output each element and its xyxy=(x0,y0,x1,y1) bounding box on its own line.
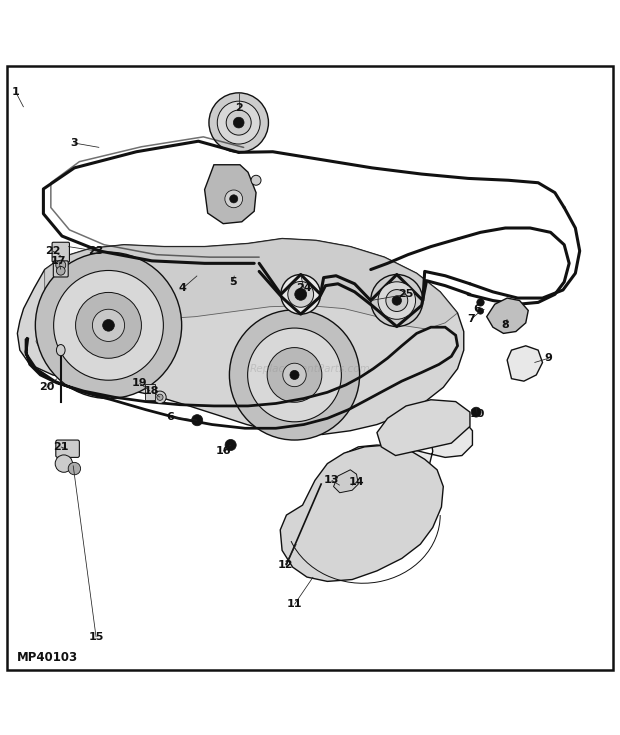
Circle shape xyxy=(157,394,163,401)
Text: 14: 14 xyxy=(348,477,365,487)
Circle shape xyxy=(386,290,408,312)
Circle shape xyxy=(288,282,314,307)
Text: 22: 22 xyxy=(45,246,61,256)
Circle shape xyxy=(477,308,484,314)
Polygon shape xyxy=(334,470,358,492)
Polygon shape xyxy=(280,445,443,581)
Text: 6: 6 xyxy=(474,304,481,314)
Circle shape xyxy=(283,363,306,387)
Text: 20: 20 xyxy=(39,382,54,392)
Text: 12: 12 xyxy=(278,559,293,570)
Text: 24: 24 xyxy=(296,283,312,293)
Circle shape xyxy=(229,195,238,203)
Text: 19: 19 xyxy=(131,378,148,388)
Polygon shape xyxy=(205,165,256,223)
Circle shape xyxy=(217,101,260,144)
Circle shape xyxy=(371,274,423,326)
Circle shape xyxy=(229,310,360,440)
Circle shape xyxy=(56,260,66,270)
Circle shape xyxy=(392,296,402,305)
Circle shape xyxy=(225,440,236,451)
Text: 10: 10 xyxy=(470,409,485,419)
Circle shape xyxy=(220,185,247,212)
Text: 11: 11 xyxy=(286,599,303,609)
Text: ReplacementParts.com: ReplacementParts.com xyxy=(250,364,370,373)
FancyBboxPatch shape xyxy=(52,243,69,262)
Circle shape xyxy=(281,274,321,314)
Circle shape xyxy=(251,176,261,185)
Circle shape xyxy=(378,282,415,319)
Text: MP40103: MP40103 xyxy=(17,651,79,664)
Text: 6: 6 xyxy=(167,412,174,422)
Text: 3: 3 xyxy=(71,138,78,148)
Polygon shape xyxy=(145,384,155,401)
Text: 9: 9 xyxy=(545,354,552,363)
Circle shape xyxy=(68,462,81,475)
Circle shape xyxy=(56,267,65,275)
Circle shape xyxy=(477,298,484,306)
Circle shape xyxy=(76,293,141,358)
Circle shape xyxy=(55,455,73,473)
Circle shape xyxy=(103,320,114,331)
Text: 4: 4 xyxy=(179,283,187,293)
Circle shape xyxy=(471,407,481,417)
Ellipse shape xyxy=(56,345,65,356)
Circle shape xyxy=(35,252,182,398)
Circle shape xyxy=(294,288,307,301)
Text: 8: 8 xyxy=(502,320,509,330)
Text: 2: 2 xyxy=(235,104,242,113)
Text: 13: 13 xyxy=(324,476,339,485)
Circle shape xyxy=(154,391,166,404)
Polygon shape xyxy=(377,400,470,456)
Text: 23: 23 xyxy=(89,246,104,256)
Polygon shape xyxy=(303,412,472,571)
Circle shape xyxy=(92,309,125,342)
Circle shape xyxy=(290,370,299,379)
Text: 1: 1 xyxy=(12,87,19,96)
Circle shape xyxy=(267,348,322,402)
FancyBboxPatch shape xyxy=(53,261,68,277)
Text: 7: 7 xyxy=(467,314,475,324)
Circle shape xyxy=(247,328,342,422)
Text: 16: 16 xyxy=(215,446,231,456)
Text: 17: 17 xyxy=(51,256,67,266)
Text: 18: 18 xyxy=(144,386,160,396)
Polygon shape xyxy=(17,239,464,434)
Circle shape xyxy=(209,93,268,152)
Text: 25: 25 xyxy=(399,290,414,299)
Polygon shape xyxy=(507,345,542,381)
Text: 5: 5 xyxy=(229,277,236,287)
Text: 21: 21 xyxy=(53,442,69,452)
Polygon shape xyxy=(487,298,528,334)
Circle shape xyxy=(192,415,203,426)
FancyBboxPatch shape xyxy=(56,440,79,457)
Text: 15: 15 xyxy=(89,632,104,642)
Circle shape xyxy=(226,110,251,135)
Circle shape xyxy=(225,190,242,208)
Circle shape xyxy=(233,118,244,128)
Polygon shape xyxy=(36,239,458,356)
Circle shape xyxy=(54,270,164,380)
